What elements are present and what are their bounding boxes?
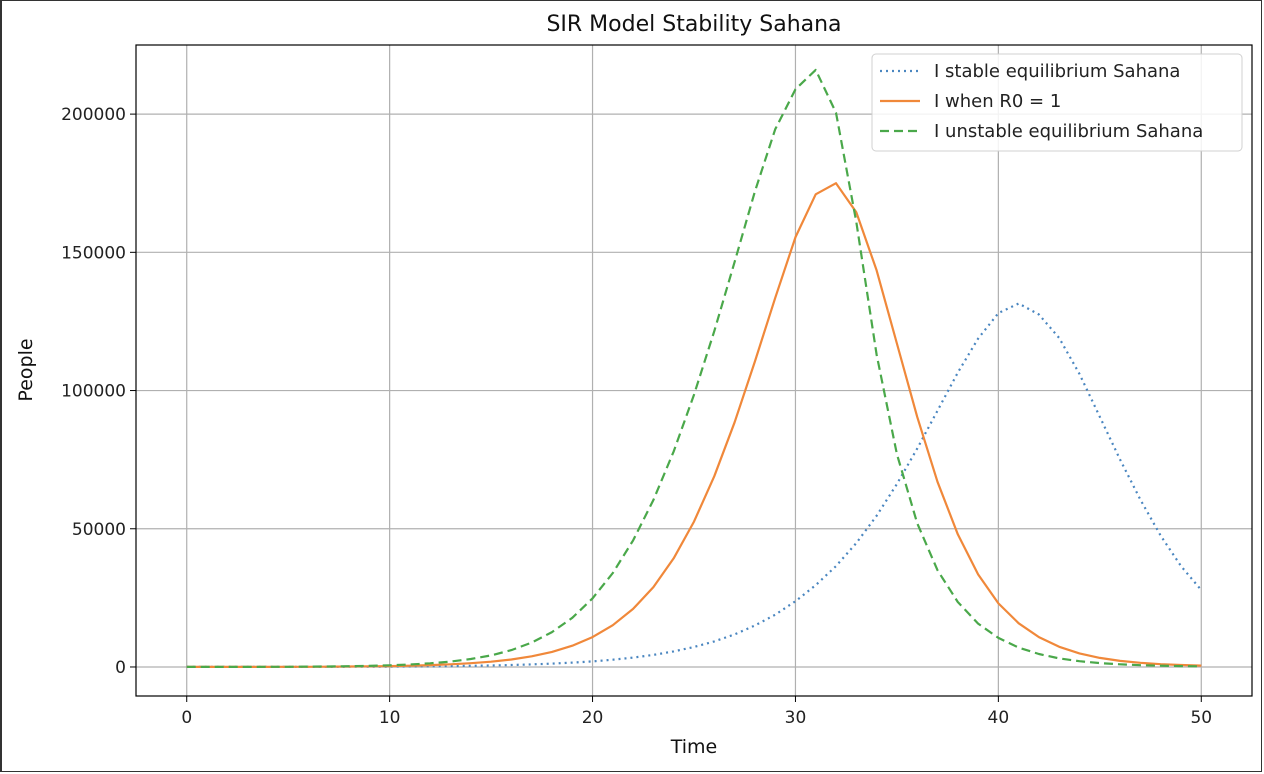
y-tick-label: 200000 [61, 105, 126, 125]
plot-area [135, 44, 1253, 697]
x-tick-label: 20 [582, 708, 604, 728]
series-line-2 [186, 182, 1202, 669]
x-axis-label: Time [670, 736, 718, 758]
grid-lines [136, 45, 1252, 696]
axis-ticks: 0 10 20 30 40 50 0 50000 100000 150000 200000 [61, 105, 1212, 728]
chart-title: SIR Model Stability Sahana [546, 12, 841, 37]
series-line-1 [186, 302, 1203, 669]
legend: I stable equilibrium Sahana I when R0 = 1… [871, 53, 1243, 152]
y-axis-label: People [15, 338, 37, 401]
series-layer [186, 68, 1203, 669]
y-tick-label: 150000 [61, 243, 126, 263]
y-tick-label: 100000 [61, 382, 126, 402]
x-tick-label: 30 [785, 708, 807, 728]
y-tick-label: 0 [115, 658, 126, 678]
legend-label: I unstable equilibrium Sahana [934, 121, 1203, 142]
series-line-3 [186, 68, 1202, 669]
legend-label: I stable equilibrium Sahana [934, 61, 1180, 82]
x-tick-label: 40 [988, 708, 1010, 728]
x-tick-label: 10 [379, 708, 401, 728]
x-tick-label: 0 [181, 708, 192, 728]
legend-label: I when R0 = 1 [934, 91, 1061, 112]
legend-box [871, 53, 1243, 152]
x-tick-label: 50 [1190, 708, 1212, 728]
y-tick-label: 50000 [72, 520, 126, 540]
